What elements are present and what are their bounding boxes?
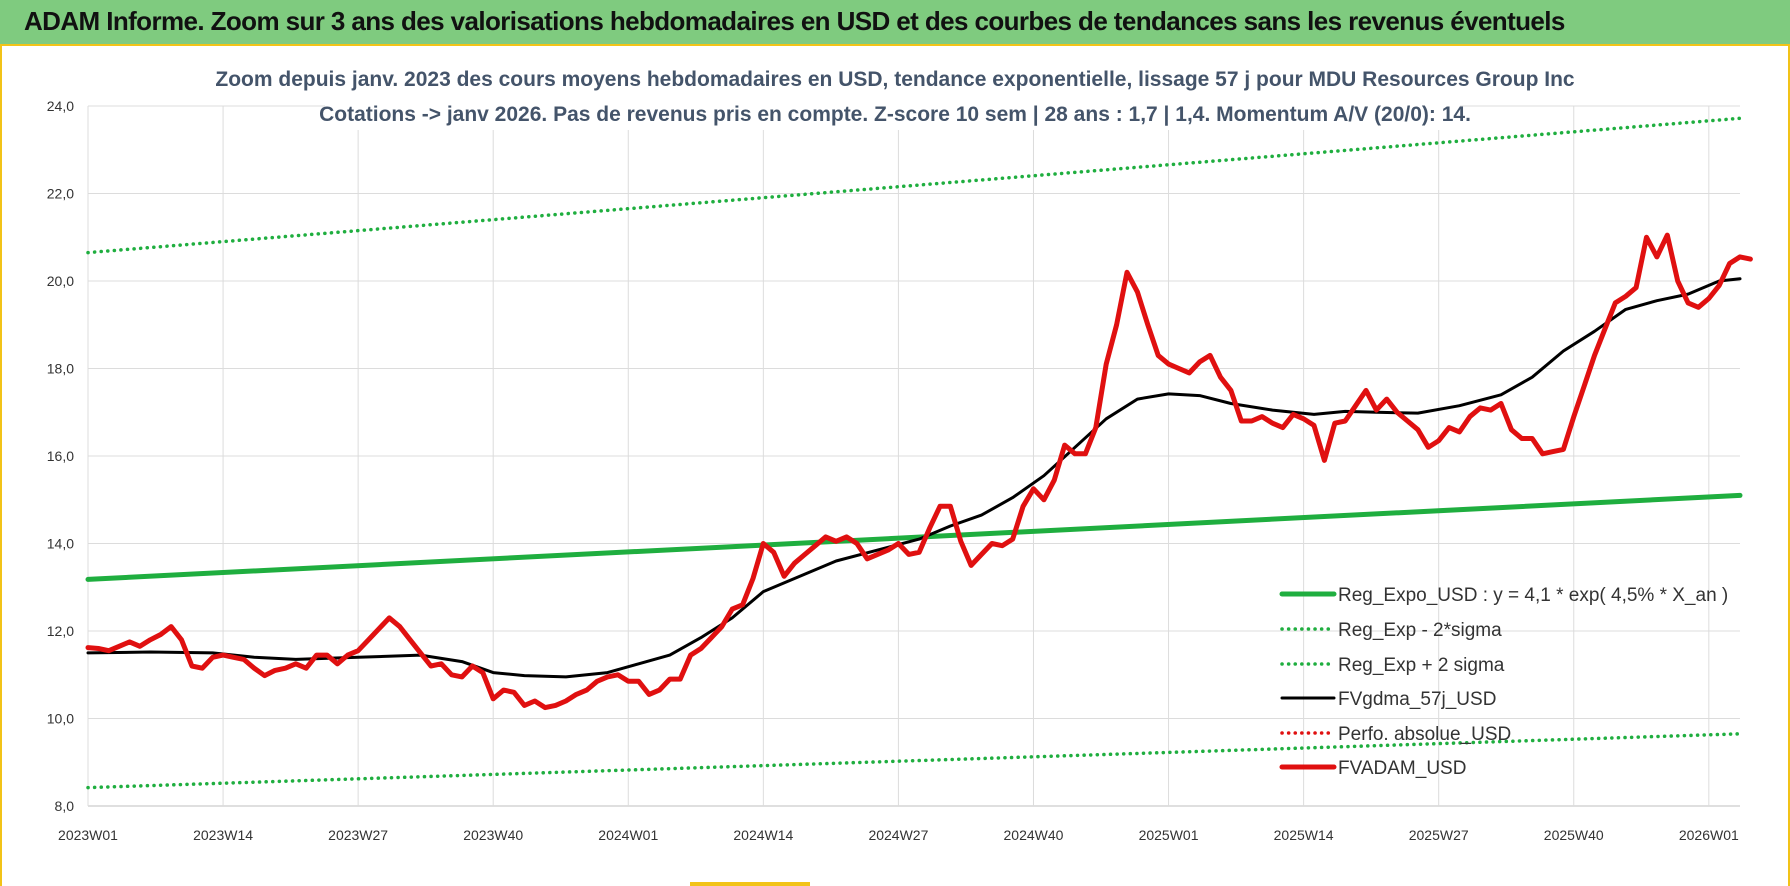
y-tick-label: 16,0 bbox=[47, 448, 74, 464]
x-tick-label: 2025W01 bbox=[1139, 827, 1199, 843]
chart-title-background bbox=[325, 98, 1460, 130]
series-line-1 bbox=[86, 732, 1742, 790]
x-tick-label: 2024W01 bbox=[598, 827, 658, 843]
series-line-3 bbox=[86, 277, 1742, 679]
series-line-0 bbox=[85, 492, 1743, 582]
x-tick-label: 2023W01 bbox=[58, 827, 118, 843]
page-title: ADAM Informe. Zoom sur 3 ans des valoris… bbox=[24, 6, 1565, 36]
x-tick-label: 2026W01 bbox=[1679, 827, 1739, 843]
legend-label: FVADAM_USD bbox=[1338, 758, 1466, 779]
chart-title-group: Zoom depuis janv. 2023 des cours moyens … bbox=[215, 63, 1575, 130]
series-line-2 bbox=[86, 116, 1742, 255]
legend-label: FVgdma_57j_USD bbox=[1338, 689, 1496, 710]
legend-label: Perfo. absolue_USD bbox=[1338, 724, 1511, 745]
chart-title-background bbox=[245, 63, 1540, 95]
x-tick-label: 2024W27 bbox=[868, 827, 928, 843]
series-line-5 bbox=[85, 232, 1753, 711]
chart-grid bbox=[87, 105, 1740, 807]
y-tick-label: 18,0 bbox=[47, 361, 74, 377]
legend-label: Reg_Expo_USD : y = 4,1 * exp( 4,5% * X_a… bbox=[1338, 585, 1728, 606]
y-tick-label: 24,0 bbox=[47, 98, 74, 114]
x-tick-label: 2024W40 bbox=[1004, 827, 1064, 843]
x-tick-label: 2023W14 bbox=[193, 827, 253, 843]
x-tick-label: 2023W27 bbox=[328, 827, 388, 843]
x-tick-label: 2023W40 bbox=[463, 827, 523, 843]
y-tick-label: 8,0 bbox=[55, 798, 75, 814]
x-tick-label: 2025W14 bbox=[1274, 827, 1334, 843]
frame-accent-bar bbox=[690, 882, 810, 886]
chart-frame bbox=[0, 46, 1790, 886]
y-tick-label: 20,0 bbox=[47, 273, 74, 289]
header-banner: ADAM Informe. Zoom sur 3 ans des valoris… bbox=[0, 0, 1790, 46]
series-layer bbox=[85, 116, 1753, 790]
y-tick-label: 14,0 bbox=[47, 536, 74, 552]
x-tick-label: 2025W40 bbox=[1544, 827, 1604, 843]
axis-labels: 8,0 10,0 12,0 14,0 16,0 18,0 20,0 22,0 24,0 2023W… bbox=[47, 98, 1739, 843]
x-tick-label: 2025W27 bbox=[1409, 827, 1469, 843]
y-tick-label: 12,0 bbox=[47, 623, 74, 639]
y-tick-label: 10,0 bbox=[47, 711, 74, 727]
x-tick-label: 2024W14 bbox=[733, 827, 793, 843]
legend-label: Reg_Exp + 2 sigma bbox=[1338, 655, 1505, 676]
chart-title-line: Cotations -> janv 2026. Pas de revenus p… bbox=[319, 103, 1471, 126]
legend-label: Reg_Exp - 2*sigma bbox=[1338, 620, 1502, 641]
chart-title-line: Zoom depuis janv. 2023 des cours moyens … bbox=[215, 68, 1574, 91]
y-tick-label: 22,0 bbox=[47, 186, 74, 202]
chart-legend: Reg_Expo_USD : y = 4,1 * exp( 4,5% * X_a… bbox=[1279, 585, 1728, 779]
